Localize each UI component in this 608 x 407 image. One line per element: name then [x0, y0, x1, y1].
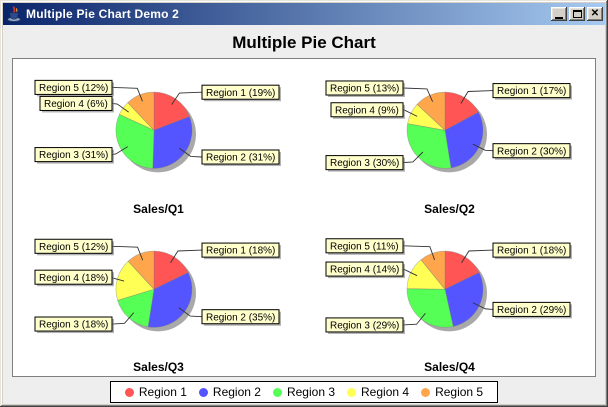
- legend-label: Region 5: [435, 385, 484, 399]
- pie-slice: [406, 287, 454, 328]
- label-text: Region 4 (14%): [330, 264, 399, 275]
- label-box: [325, 261, 404, 277]
- pie-chart-q2: Region 5 (13%) Region 4 (9%) Region 3 (30%…: [304, 59, 595, 218]
- legend-item: Region 5: [421, 385, 483, 399]
- legend-label: Region 3: [286, 385, 336, 399]
- label-text: Region 5 (12%): [39, 83, 108, 94]
- label-leader-line: [472, 301, 494, 310]
- label-box: [34, 238, 113, 254]
- minimize-button[interactable]: [551, 7, 567, 21]
- close-button[interactable]: ✕: [587, 7, 603, 21]
- legend-item: Region 1: [124, 385, 187, 399]
- label-box: [201, 149, 280, 165]
- legend-label: Region 4: [361, 385, 410, 399]
- label-box: [492, 83, 571, 99]
- pie-chart-q1: Region 5 (12%) Region 4 (6%) Region 3 (31%…: [13, 59, 304, 218]
- label-box: [325, 237, 404, 253]
- label-leader-line: [402, 312, 426, 325]
- legend-swatch: [421, 387, 431, 397]
- label-leader-line: [111, 311, 135, 324]
- label-leader-line: [111, 245, 144, 260]
- label-text: Region 5 (12%): [39, 241, 108, 252]
- label-leader-line: [461, 249, 494, 263]
- label-text: Region 3 (31%): [39, 150, 108, 161]
- legend-swatch: [198, 387, 208, 397]
- legend: Region 1 Region 2 Region 3 Region 4 Region 5: [109, 381, 499, 403]
- label-box: [492, 143, 571, 159]
- label-leader-line: [402, 151, 424, 164]
- label-box: [201, 308, 280, 324]
- label-text: Region 1 (18%): [497, 245, 566, 256]
- label-box: [34, 316, 113, 332]
- label-box: [325, 316, 404, 332]
- label-text: Region 5 (13%): [330, 84, 399, 95]
- legend-swatch: [272, 387, 282, 397]
- label-text: Region 2 (29%): [497, 304, 566, 315]
- label-leader-line: [178, 306, 203, 317]
- label-text: Region 4 (9%): [335, 105, 399, 116]
- label-box: [201, 84, 280, 100]
- label-box: [34, 79, 113, 95]
- legend-item: Region 4: [347, 385, 409, 399]
- label-leader-line: [460, 90, 494, 104]
- label-box: [492, 301, 571, 317]
- pie-q1-canvas: Region 5 (12%) Region 4 (6%) Region 3 (31%…: [34, 79, 281, 173]
- legend-label: Region 2: [212, 385, 261, 399]
- label-box: [492, 242, 571, 258]
- pie-chart-q4: Region 5 (11%) Region 4 (14%) Region 3 (29…: [304, 218, 595, 377]
- label-box: [34, 147, 113, 163]
- label-text: Region 4 (18%): [39, 272, 108, 283]
- label-box: [325, 155, 404, 171]
- legend-swatch: [124, 387, 134, 397]
- window-title: Multiple Pie Chart Demo 2: [26, 7, 180, 21]
- legend-item: Region 2: [198, 385, 261, 399]
- label-text: Region 3 (29%): [330, 320, 399, 331]
- chart-panel: Multiple Pie Chart Region 5 (12%) Region …: [3, 25, 605, 404]
- label-text: Region 2 (30%): [497, 146, 566, 157]
- label-text: Region 3 (30%): [330, 158, 399, 169]
- label-leader-line: [111, 86, 143, 102]
- label-text: Region 3 (18%): [39, 319, 108, 330]
- label-text: Region 1 (19%): [206, 88, 275, 99]
- maximize-icon: [572, 10, 582, 18]
- label-text: Region 1 (17%): [497, 86, 566, 97]
- titlebar[interactable]: Multiple Pie Chart Demo 2 ✕: [3, 3, 605, 25]
- label-text: Region 2 (31%): [206, 153, 275, 164]
- label-leader-line: [402, 244, 436, 260]
- chart-title: Multiple Pie Chart: [232, 33, 376, 52]
- label-box: [34, 269, 113, 285]
- close-icon: ✕: [590, 8, 600, 19]
- maximize-button[interactable]: [569, 7, 585, 21]
- label-leader-line: [170, 249, 203, 263]
- label-text: Region 1 (18%): [206, 245, 275, 256]
- label-box: [201, 242, 280, 258]
- label-text: Region 5 (11%): [330, 241, 399, 252]
- legend-item: Region 3: [272, 385, 336, 399]
- minimize-icon: [555, 17, 563, 19]
- label-leader-line: [472, 143, 494, 152]
- pie-q4-canvas: Region 5 (11%) Region 4 (14%) Region 3 (29…: [325, 237, 572, 334]
- pie-q2-canvas: Region 5 (13%) Region 4 (9%) Region 3 (30%…: [325, 80, 572, 173]
- label-leader-line: [171, 91, 203, 105]
- label-text: Region 4 (6%): [44, 99, 108, 110]
- label-leader-line: [402, 87, 434, 102]
- label-box: [330, 102, 404, 118]
- pie-chart-q3: Region 5 (12%) Region 4 (18%) Region 3 (18…: [13, 218, 304, 377]
- label-box: [325, 80, 404, 96]
- java-coffee-cup-icon[interactable]: [6, 6, 22, 22]
- label-leader-line: [179, 147, 203, 158]
- legend-swatch: [347, 387, 357, 397]
- legend-row: Region 1 Region 2 Region 3 Region 4 Region 5: [3, 381, 605, 403]
- pie-q3-canvas: Region 5 (12%) Region 4 (18%) Region 3 (18…: [34, 238, 281, 333]
- plot-area: Region 5 (12%) Region 4 (6%) Region 3 (31%…: [12, 58, 596, 377]
- label-text: Region 2 (35%): [206, 312, 275, 323]
- label-box: [39, 95, 113, 111]
- legend-label: Region 1: [138, 385, 187, 399]
